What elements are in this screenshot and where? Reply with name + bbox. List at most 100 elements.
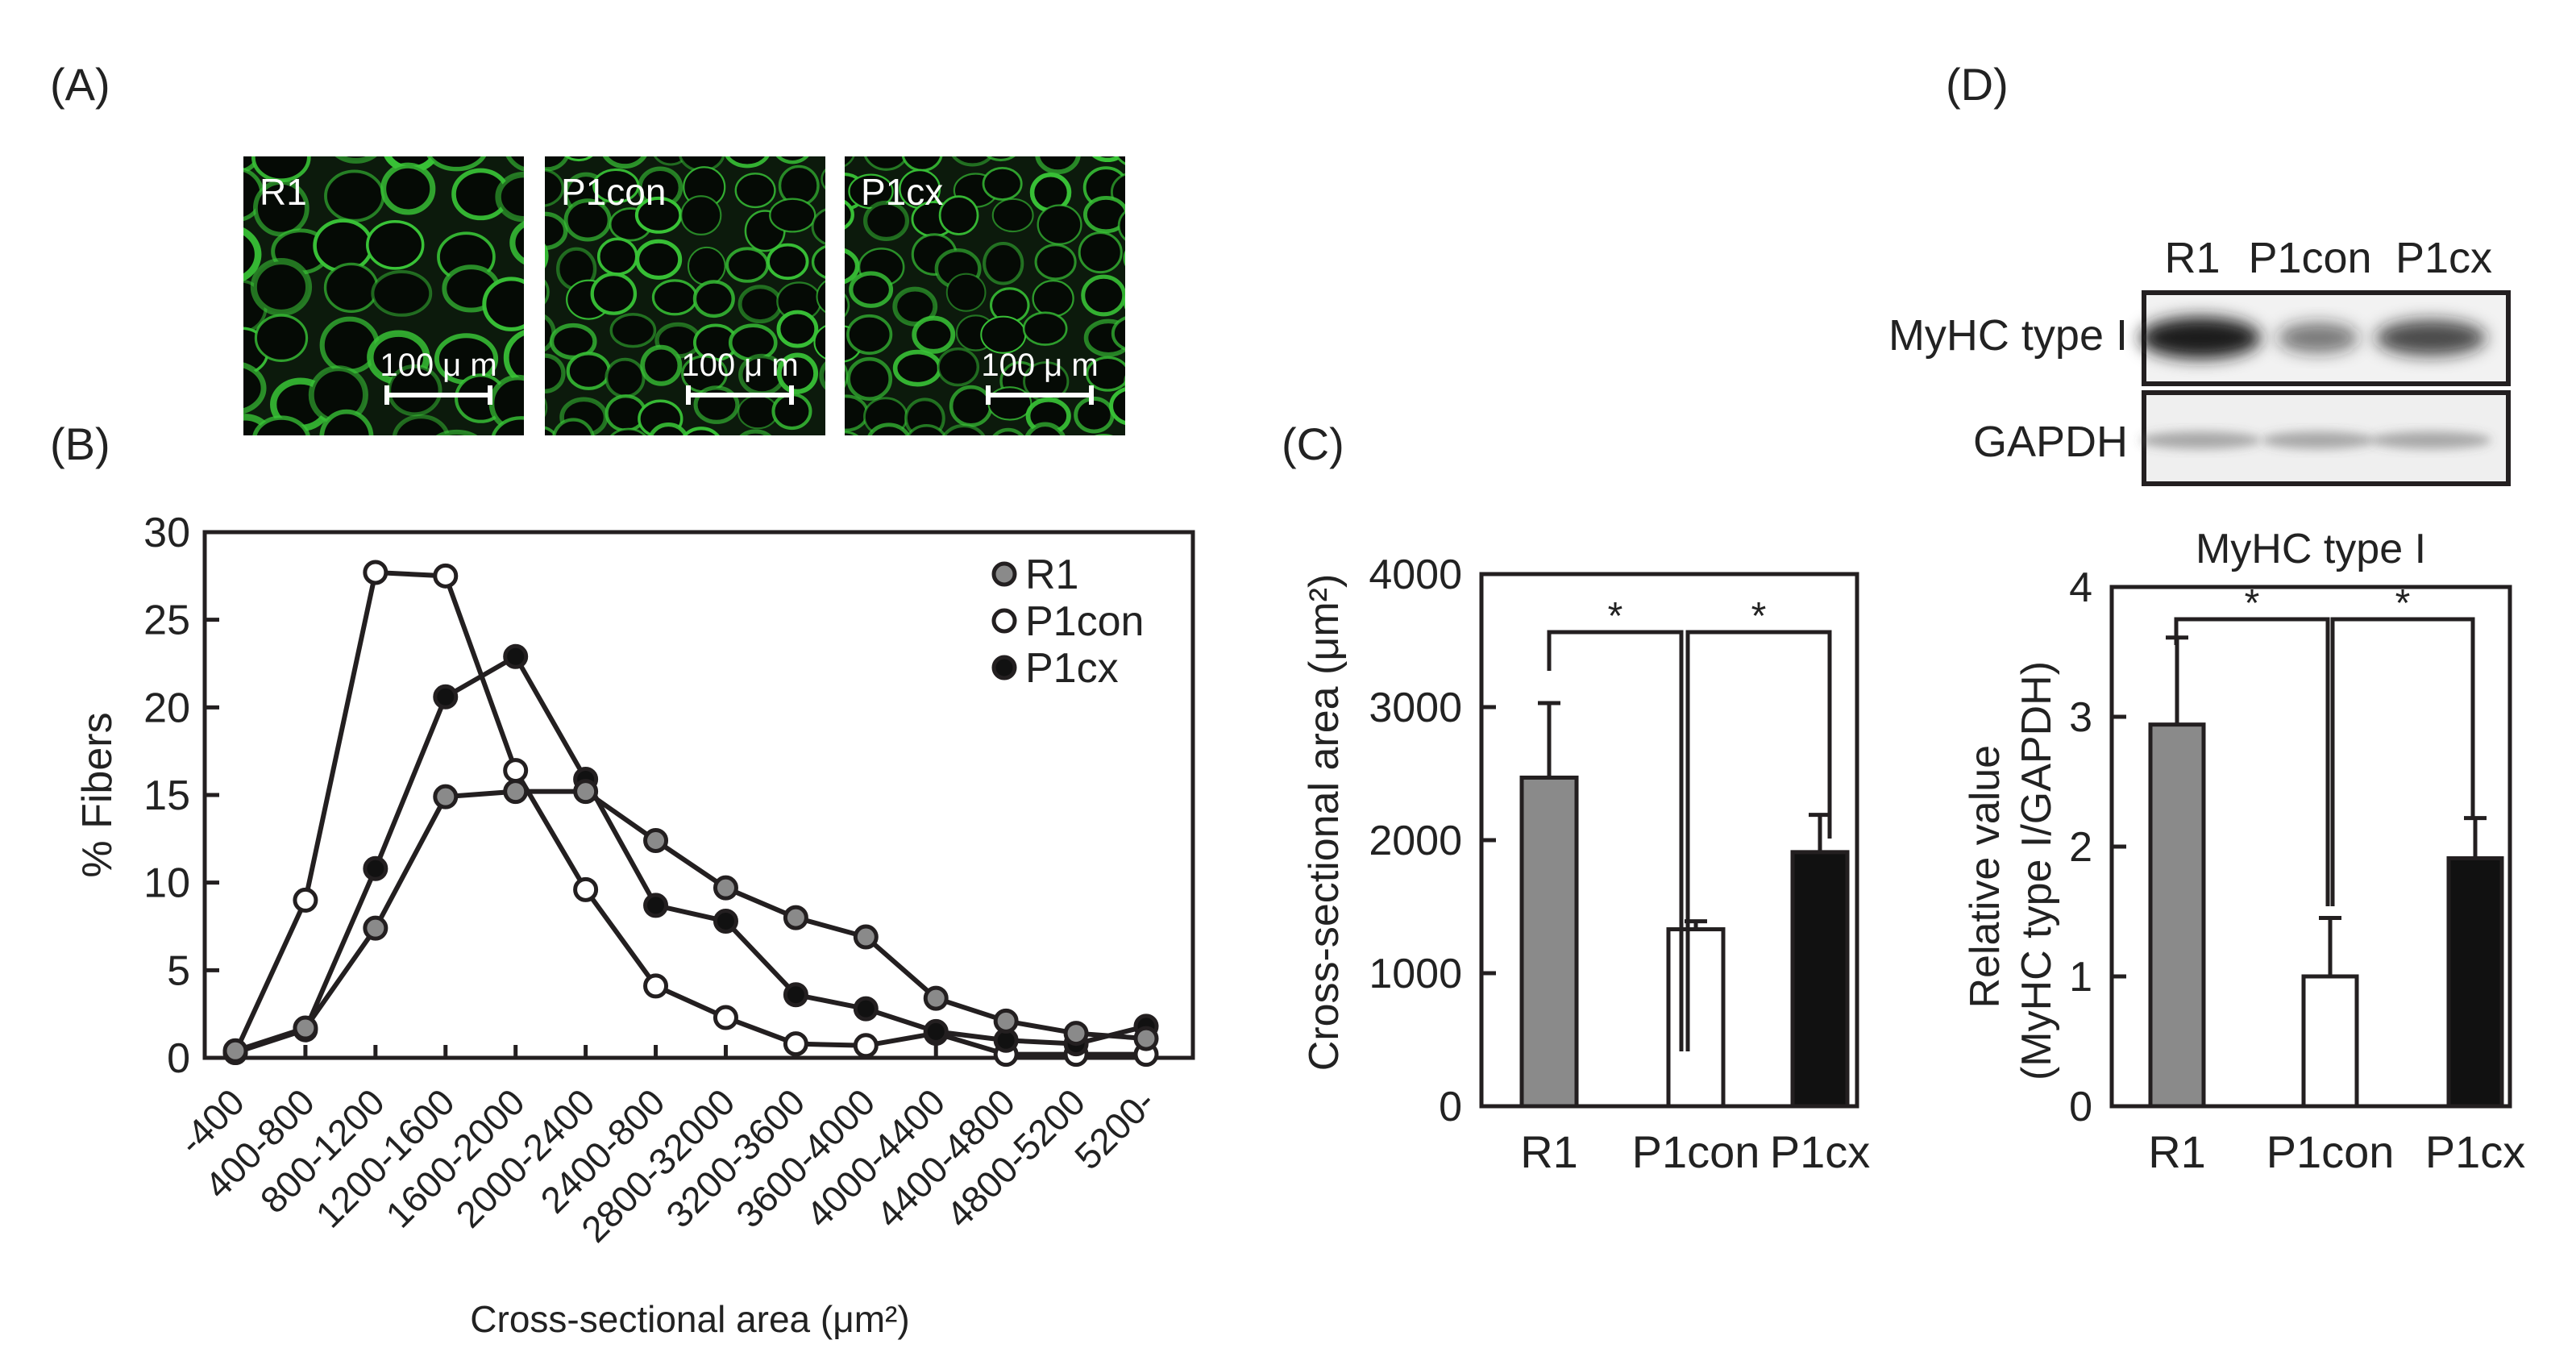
legend-marker [991,655,1017,680]
x-tick-label: P1con [1632,1126,1760,1177]
fiber-cell [1074,396,1115,434]
fiber-cell [1078,231,1123,274]
fiber-cell [773,439,818,471]
y-tick-label: 1 [2069,954,2092,1001]
fiber-cell [1116,156,1125,165]
legend-label: P1cx [1025,645,1119,692]
data-point [503,779,529,805]
fiber-cell [435,429,478,435]
legend-label: P1con [1025,598,1144,645]
data-point [363,560,388,585]
fiber-cell [1035,156,1081,175]
fiber-cell [982,167,1023,201]
fiber-cell [986,156,1016,162]
y-tick-label: 3000 [1369,685,1462,731]
fiber-cell [942,423,986,435]
fiber-cell [505,156,524,172]
fiber-cell [1037,204,1082,245]
data-point [573,876,599,902]
fiber-cell [640,344,683,386]
fiber-cell [605,357,646,398]
fiber-cell [503,330,524,386]
data-point [783,1031,808,1057]
data-point [713,875,738,901]
y-tick-label: 3 [2069,694,2092,741]
chart-d-title: MyHC type I [2196,526,2426,572]
chart-b-xlabel: Cross-sectional area (μm²) [470,1298,909,1340]
fiber-cell [1124,375,1125,389]
blot-row-label-gapdh: GAPDH [1973,418,2128,466]
fiber-cell [254,314,309,362]
micrograph-label: P1cx [861,171,943,213]
fiber-cell [907,424,946,435]
fiber-cell [864,156,908,171]
data-point [853,996,879,1022]
series-r1 [222,779,1159,1063]
fiber-cell [845,199,854,230]
data-point [1063,1021,1089,1047]
chart-c-ylabel: Cross-sectional area (μm²) [1301,574,1348,1072]
fiber-cell [776,352,819,394]
data-point [293,1015,318,1041]
y-tick-label: 4000 [1369,551,1462,598]
fiber-cell [813,325,825,360]
fiber-cell [683,427,720,435]
data-point [433,784,459,810]
scale-bar-label: 100 μ m [681,348,798,383]
fiber-cell [845,293,850,318]
fiber-cell [243,362,267,414]
fiber-cell [635,239,683,280]
y-tick-label: 2 [2069,824,2092,871]
fiber-cell [725,156,770,169]
data-point [783,905,808,930]
fiber-cell [1034,243,1077,281]
blot-band-myhc [2140,317,2261,359]
blot-band-myhc [2375,319,2487,356]
fiber-cell [495,171,524,223]
fiber-cell [845,394,869,432]
fiber-cell [313,219,374,273]
fiber-cell [811,245,825,279]
bar-r1 [2148,722,2206,1109]
blot-band-gapdh [2262,431,2374,449]
fiber-cell [825,123,865,161]
y-tick-label: 2000 [1369,818,1462,864]
fiber-cell [679,156,725,173]
significance-star: * [2395,582,2411,625]
fiber-cell [734,173,776,209]
fiber-cell [845,156,855,168]
series-line [235,653,1147,1055]
fiber-cell [482,277,524,331]
data-point [363,915,388,941]
blot-band-gapdh [2370,431,2491,449]
micrograph-p1con: P1con 100 μ m [545,123,865,471]
fiber-cell [892,286,938,327]
fiber-cell [609,427,647,435]
y-tick-label: 1000 [1369,951,1462,997]
fiber-cell [816,280,825,314]
y-tick-label: 25 [143,597,190,644]
fiber-cell [811,208,825,245]
fiber-cell [509,221,524,264]
fiber-cell [846,356,893,402]
y-tick-label: 15 [143,772,190,819]
fiber-cell [392,414,450,435]
blot-band-gapdh [2140,431,2261,449]
fiber-cell [951,156,994,167]
chart-d-ylabel: Relative value (MyHC type I/GAPDH) [1962,661,2060,1080]
fiber-cell [590,272,638,315]
scale-bar-label: 100 μ m [981,348,1098,383]
fiber-cell [892,349,942,387]
fiber-cell [937,347,980,387]
data-point [222,1038,248,1063]
fiber-cell [1123,250,1125,267]
data-point [643,893,669,918]
y-tick-label: 30 [143,510,190,556]
data-point [713,1005,738,1030]
fiber-cell [380,162,436,215]
fiber-cell [1091,156,1124,163]
fiber-cell [649,422,688,435]
data-point [923,1018,949,1044]
blot-row-label-myhc: MyHC type I [1888,311,2128,360]
fiber-cell [776,310,819,348]
